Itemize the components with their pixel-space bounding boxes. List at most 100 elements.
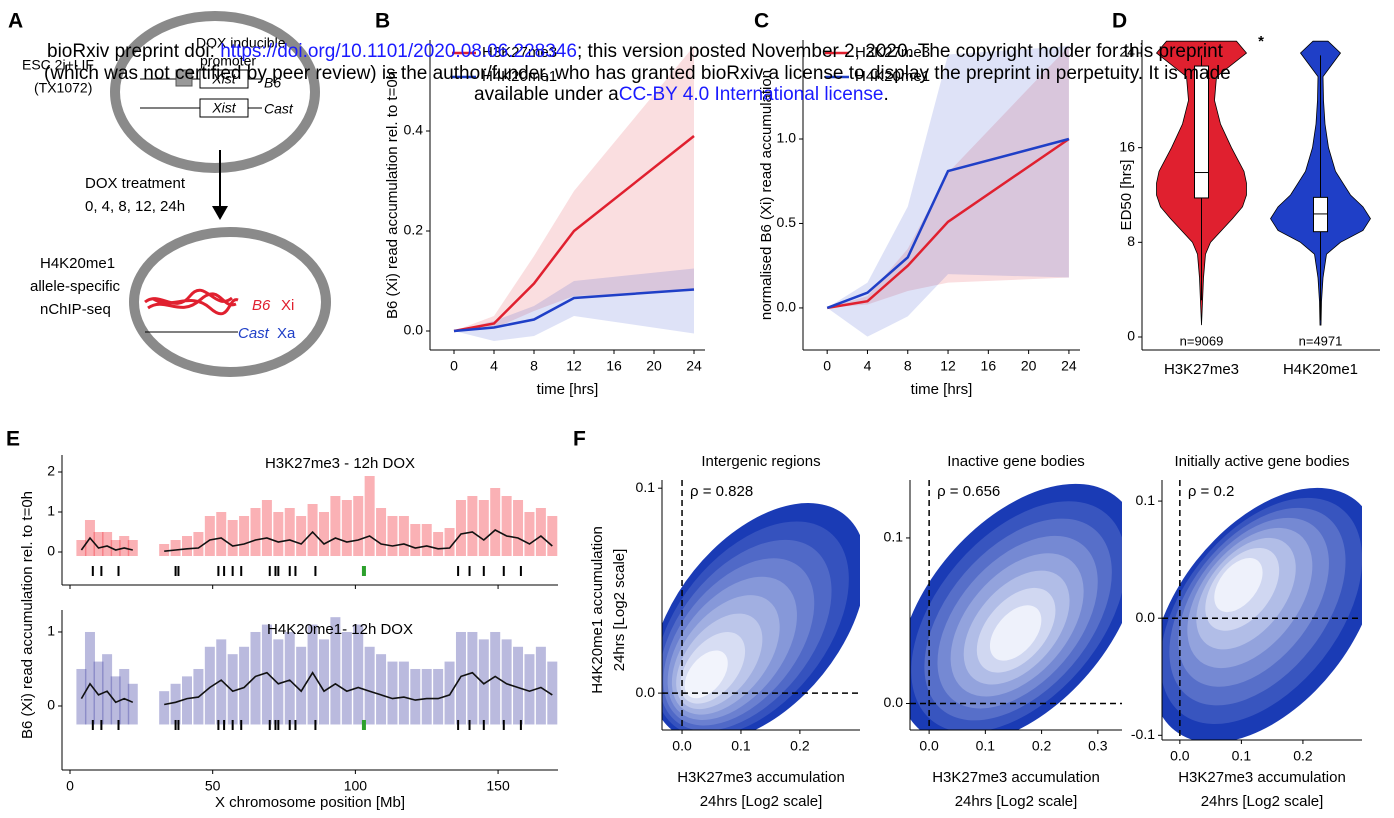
read-cloud xyxy=(127,683,138,725)
read-cloud xyxy=(318,639,329,725)
x-tick-label: 12 xyxy=(566,358,582,374)
track-title: H3K27me3 - 12h DOX xyxy=(265,455,415,472)
read-cloud xyxy=(216,512,227,556)
read-cloud xyxy=(227,654,238,725)
legend-label: H3K27me3 xyxy=(482,44,557,61)
read-cloud xyxy=(159,544,170,556)
read-cloud xyxy=(93,661,104,725)
read-cloud xyxy=(501,639,512,725)
density-contour xyxy=(1214,557,1263,613)
y-tick-label: 1 xyxy=(47,503,55,519)
read-cloud xyxy=(127,540,138,556)
x-tick-label: 12 xyxy=(940,358,956,374)
gene-tick xyxy=(519,566,522,576)
read-cloud xyxy=(376,508,387,556)
x-tick-label: 24 xyxy=(1061,358,1077,374)
read-cloud xyxy=(193,532,204,556)
x-axis-label: H3K27me3 accumulation xyxy=(1178,769,1346,786)
read-cloud xyxy=(102,532,113,556)
read-cloud xyxy=(273,639,284,725)
x-tick-label: 100 xyxy=(344,778,368,794)
read-cloud xyxy=(535,646,546,725)
density-plot xyxy=(1162,487,1362,740)
y-tick-label: 0.1 xyxy=(636,479,656,495)
correlation: ρ = 0.828 xyxy=(690,483,753,500)
y-tick-label: 16 xyxy=(1119,138,1135,154)
read-cloud xyxy=(84,631,95,725)
x-tick-label: 0 xyxy=(823,358,831,374)
y-tick-label: 0.1 xyxy=(884,529,904,545)
panel-a-diagram: ESC 2i+LIF (TX1072) DOX inducible promot… xyxy=(22,11,331,377)
x-tick-label: 50 xyxy=(205,778,221,794)
read-cloud xyxy=(76,540,87,556)
assay: allele-specific xyxy=(30,278,121,295)
read-cloud xyxy=(250,508,261,556)
gene-tick xyxy=(231,566,234,576)
read-cloud xyxy=(181,676,192,725)
gene-tick xyxy=(91,719,94,730)
read-cloud xyxy=(170,540,181,556)
gene-tick xyxy=(174,566,177,576)
x-tick-label: 20 xyxy=(646,358,662,374)
y-tick-label: 1.0 xyxy=(777,130,797,146)
sample-size: n=4971 xyxy=(1299,333,1343,348)
gene-tick xyxy=(100,566,103,576)
gene-tick xyxy=(91,566,94,576)
legend-label: H4K20me1 xyxy=(855,68,930,85)
gene-tick xyxy=(457,566,460,576)
read-cloud xyxy=(284,631,295,725)
promoter-box xyxy=(175,69,193,87)
read-cloud xyxy=(376,654,387,725)
density-plot xyxy=(910,483,1122,730)
gene-tick xyxy=(294,719,297,730)
arrowhead xyxy=(212,206,228,220)
preprint-notice: bioRxiv preprint doi: https://doi.org/10… xyxy=(47,41,1224,62)
y-tick-label: -0.1 xyxy=(1131,726,1155,742)
gene-tick xyxy=(174,719,177,730)
notice-text: . xyxy=(883,84,888,105)
read-cloud xyxy=(239,516,250,556)
read-cloud xyxy=(261,500,272,556)
xist-tick xyxy=(361,566,366,576)
series-line xyxy=(453,288,695,333)
gene-tick xyxy=(117,566,120,576)
series-line xyxy=(826,137,1070,310)
x-tick-label: 0.2 xyxy=(1032,738,1052,754)
y-tick-label: 0 xyxy=(47,697,55,713)
gene-label: Xist xyxy=(211,71,236,87)
x-axis-label: 24hrs [Log2 scale] xyxy=(1201,793,1324,810)
read-cloud xyxy=(216,639,227,725)
read-cloud xyxy=(307,504,318,556)
read-cloud xyxy=(444,528,455,556)
gene-tick xyxy=(274,566,277,576)
gene-tick xyxy=(519,719,522,730)
read-cloud xyxy=(353,496,364,556)
panel-letter: F xyxy=(573,428,586,451)
read-cloud xyxy=(444,661,455,725)
gene-tick xyxy=(240,566,243,576)
x-tick-label: 0.3 xyxy=(1088,738,1108,754)
x-tick-label: 0 xyxy=(450,358,458,374)
y-tick-label: 0.4 xyxy=(404,122,424,138)
y-axis-label: ED50 [hrs] xyxy=(1118,160,1135,231)
read-cloud xyxy=(364,476,375,556)
x-axis-label: 24hrs [Log2 scale] xyxy=(955,793,1078,810)
x-tick-label: 16 xyxy=(981,358,997,374)
legend-label: H3K27me3 xyxy=(855,44,930,61)
license-link[interactable]: CC-BY 4.0 International license xyxy=(619,84,884,105)
gene-tick xyxy=(268,566,271,576)
x-tick-label: 24 xyxy=(686,358,702,374)
y-axis-label: 24hrs [Log2 scale] xyxy=(611,549,628,672)
box xyxy=(1194,65,1209,199)
doi-link[interactable]: https://doi.org/10.1101/2020.08.06.22834… xyxy=(220,41,577,62)
y-tick-label: 2 xyxy=(47,463,55,479)
x-tick-label: 0 xyxy=(66,778,74,794)
read-cloud xyxy=(398,516,409,556)
read-cloud xyxy=(421,668,432,725)
y-tick-label: 0.1 xyxy=(1136,492,1156,508)
notice-text: ; this version posted November 2, 2020. … xyxy=(577,41,1224,62)
panel-letter: C xyxy=(754,10,769,33)
read-cloud xyxy=(296,646,307,725)
y-axis-label: H4K20me1 accumulation xyxy=(589,526,606,694)
panel-letter: A xyxy=(8,10,23,33)
